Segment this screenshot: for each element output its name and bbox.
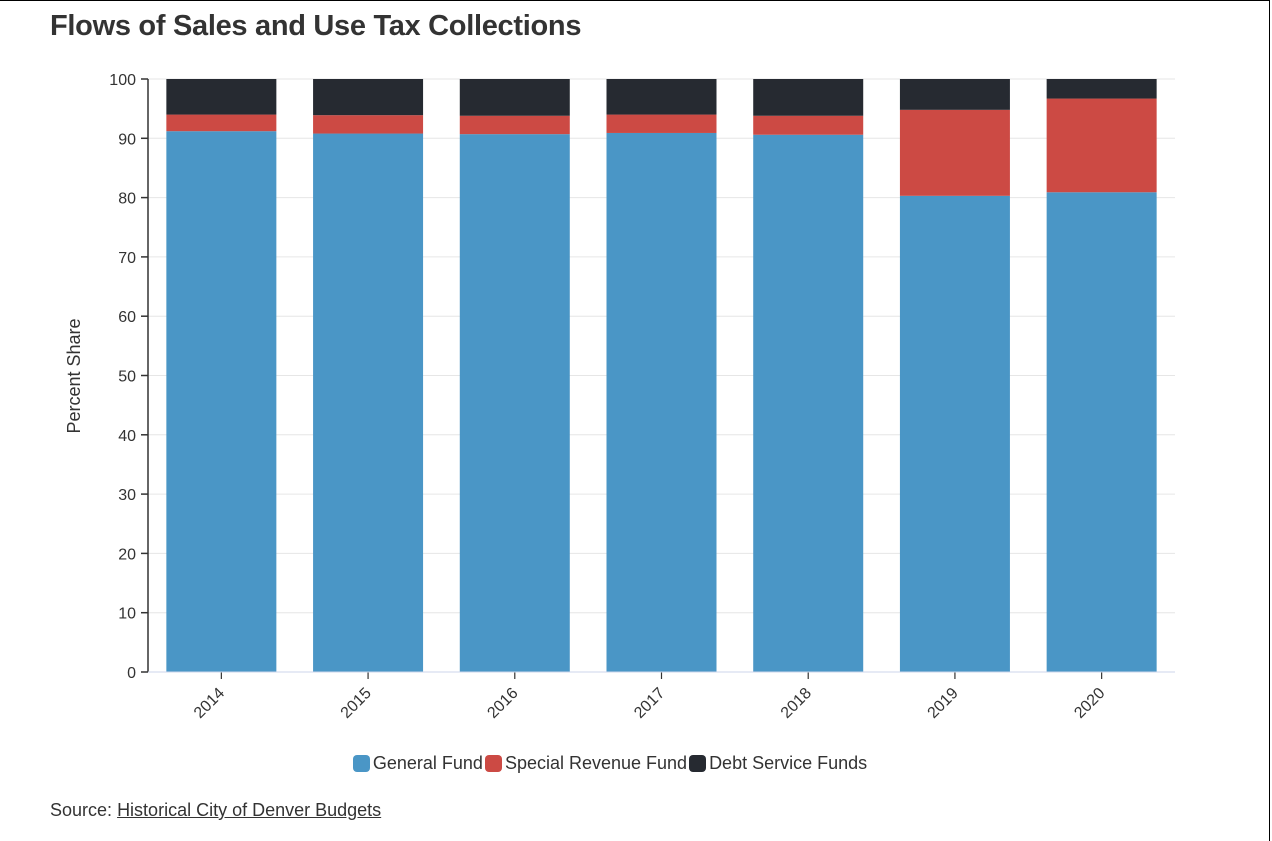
y-tick-label: 0: [127, 665, 136, 682]
bar-special-revenue-fund-2015[interactable]: [313, 115, 424, 134]
source-label: Source:: [50, 800, 113, 820]
bar-special-revenue-fund-2018[interactable]: [753, 115, 864, 135]
legend-label-special-revenue-fund: Special Revenue Fund: [504, 753, 688, 773]
bar-general-fund-2020[interactable]: [1046, 192, 1157, 672]
chart-title: Flows of Sales and Use Tax Collections: [50, 10, 582, 42]
bar-special-revenue-fund-2017[interactable]: [606, 114, 717, 133]
legend-swatch-special-revenue-fund: [484, 755, 502, 772]
x-tick-label-2020: 2020: [1071, 685, 1108, 722]
y-tick-label: 10: [118, 606, 136, 623]
bar-general-fund-2018[interactable]: [753, 134, 864, 672]
bar-general-fund-2014[interactable]: [166, 131, 277, 672]
x-tick-label-2019: 2019: [925, 685, 962, 722]
bar-debt-service-funds-2019[interactable]: [899, 79, 1010, 110]
bar-general-fund-2017[interactable]: [606, 132, 717, 672]
bar-debt-service-funds-2018[interactable]: [753, 79, 864, 116]
legend-item-special-revenue-fund[interactable]: Special Revenue Fund: [484, 753, 688, 774]
y-tick-label: 100: [109, 72, 136, 89]
y-tick-label: 80: [118, 191, 136, 208]
bar-debt-service-funds-2014[interactable]: [166, 79, 277, 115]
legend-item-debt-service-funds[interactable]: Debt Service Funds: [689, 753, 867, 774]
bar-special-revenue-fund-2019[interactable]: [899, 109, 1010, 196]
source-note: Source: Historical City of Denver Budget…: [50, 800, 381, 821]
legend-label-general-fund: General Fund: [372, 753, 483, 773]
y-tick-label: 40: [118, 428, 136, 445]
x-tick-label-2018: 2018: [778, 685, 815, 722]
bar-general-fund-2019[interactable]: [899, 195, 1010, 673]
bar-debt-service-funds-2015[interactable]: [313, 79, 424, 116]
x-axis: 2014 2015 2016 2017 2018 2019 2020: [148, 671, 1175, 722]
bar-debt-service-funds-2017[interactable]: [606, 79, 717, 115]
x-tick-label-2014: 2014: [191, 685, 228, 722]
x-tick-label-2015: 2015: [338, 685, 375, 722]
y-tick-label: 70: [118, 250, 136, 267]
y-tick-label: 60: [118, 309, 136, 326]
bars: [166, 79, 1157, 673]
bar-special-revenue-fund-2016[interactable]: [459, 115, 570, 135]
source-link[interactable]: Historical City of Denver Budgets: [117, 800, 382, 820]
y-tick-label: 30: [118, 487, 136, 504]
x-tick-label-2016: 2016: [484, 685, 521, 722]
y-tick-label: 90: [118, 131, 136, 148]
y-axis-label: Percent Share: [64, 318, 84, 433]
legend-label-debt-service-funds: Debt Service Funds: [709, 753, 868, 773]
legend-swatch-general-fund: [352, 755, 370, 772]
chart-legend: General Fund Special Revenue Fund Debt S…: [0, 753, 1222, 774]
x-tick-label-2017: 2017: [631, 685, 668, 722]
bar-debt-service-funds-2016[interactable]: [459, 79, 570, 116]
bar-general-fund-2016[interactable]: [459, 134, 570, 673]
legend-swatch-debt-service-funds: [689, 755, 707, 772]
y-tick-label: 50: [118, 369, 136, 386]
bar-special-revenue-fund-2020[interactable]: [1046, 98, 1157, 193]
bar-debt-service-funds-2020[interactable]: [1046, 79, 1157, 99]
bar-special-revenue-fund-2014[interactable]: [166, 114, 277, 132]
y-tick-label: 20: [118, 546, 136, 563]
y-axis: 0 10 20 30 40 50 60 70 80 90 100: [109, 72, 149, 682]
bar-general-fund-2015[interactable]: [313, 133, 424, 672]
legend-item-general-fund[interactable]: General Fund: [352, 753, 483, 774]
